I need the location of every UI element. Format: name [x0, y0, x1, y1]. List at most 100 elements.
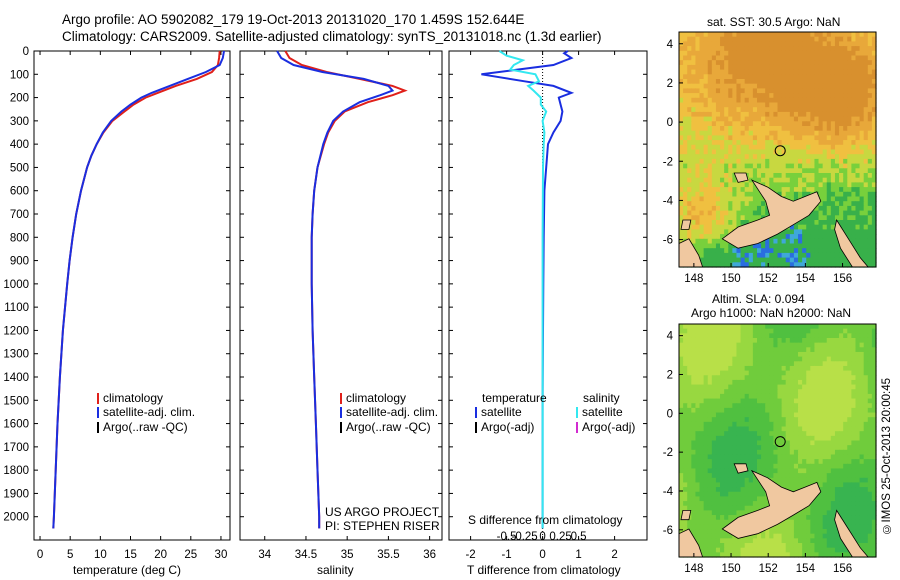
sla-map-cell — [691, 459, 697, 465]
sla-map-cell — [810, 393, 816, 400]
sla-map-cell — [691, 384, 697, 390]
sst-map-cell — [814, 229, 820, 235]
sla-map-cell — [769, 407, 774, 414]
sst-map-cell — [851, 187, 857, 193]
sst-map-cell — [851, 69, 857, 75]
sla-map-cell — [715, 370, 721, 376]
sla-map-cell — [855, 482, 861, 488]
sla-map-cell — [691, 529, 697, 535]
sst-map-cell — [818, 102, 824, 108]
sla-map-cell — [748, 333, 754, 339]
sst-map-cell — [703, 55, 709, 61]
sst-map-cell — [724, 126, 729, 132]
sla-map-cell — [863, 361, 869, 367]
sst-map-cell — [740, 262, 746, 268]
sst-map-cell — [724, 224, 729, 230]
sla-map-cell — [839, 417, 844, 423]
sst-map-cell — [793, 83, 799, 89]
sst-map-cell — [834, 135, 840, 141]
sst-map-cell — [814, 55, 820, 61]
sst-map-cell — [740, 36, 746, 42]
sla-map-cell — [802, 324, 807, 330]
sst-map-cell — [699, 215, 705, 221]
sla-map-cell — [822, 435, 828, 442]
sst-map-cell — [781, 88, 787, 94]
sla-map-cell — [715, 379, 721, 386]
sla-map-cell — [752, 426, 758, 432]
sst-map-cell — [715, 252, 721, 259]
difference-profile-line-salinity-satellite — [498, 50, 548, 529]
sst-map-cell — [756, 74, 762, 80]
sla-map-cell — [715, 468, 721, 474]
sla-map-cell — [863, 324, 869, 330]
sst-map-cell — [736, 116, 742, 122]
sst-map-cell — [695, 126, 701, 132]
sst-map-cell — [826, 64, 832, 71]
sla-map-cell — [715, 496, 721, 502]
sst-map-cell — [777, 187, 783, 193]
sla-map-cell — [728, 356, 733, 362]
sst-map-cell — [740, 126, 746, 132]
sla-map-cell — [683, 403, 688, 409]
sst-map-cell — [744, 64, 750, 71]
sla-map-cell — [707, 524, 713, 530]
sla-map-cell — [847, 328, 852, 334]
sst-map-cell — [814, 97, 820, 104]
sla-map-cell — [855, 454, 861, 460]
sst-map-cell — [806, 135, 811, 141]
sst-map-cell — [773, 79, 779, 85]
sst-map-cell — [781, 187, 787, 193]
sla-map-cell — [695, 515, 701, 521]
sla-map-cell — [699, 519, 705, 525]
sla-map-cell — [802, 389, 807, 395]
sst-map-cell — [847, 64, 852, 71]
sla-map-cell — [818, 389, 824, 395]
sla-map-cell — [715, 473, 721, 479]
sst-map-cell — [679, 116, 684, 122]
sst-map-cell — [695, 55, 701, 61]
sst-map-cell — [728, 248, 733, 254]
sst-map-cell — [810, 69, 816, 75]
sla-map-cell — [720, 547, 725, 553]
sla-map-cell — [724, 440, 729, 446]
sst-map-cell — [859, 252, 865, 259]
sla-map-cell — [752, 403, 758, 409]
sla-map-cell — [691, 487, 697, 493]
sla-map-cell — [834, 496, 840, 502]
sst-map-cell — [679, 83, 684, 89]
sst-map-cell — [863, 55, 869, 61]
sla-map-cell — [810, 347, 816, 353]
sst-map-cell — [769, 50, 774, 57]
sst-map-cell — [728, 135, 733, 141]
sla-map-cell — [839, 407, 844, 414]
sst-map-cell — [818, 187, 824, 193]
sla-map-cell — [707, 473, 713, 479]
sst-map-cell — [728, 215, 733, 221]
sst-map-cell — [785, 238, 791, 245]
sst-map-cell — [847, 79, 852, 85]
sla-map-cell — [773, 398, 779, 404]
sla-map-cell — [720, 421, 725, 428]
sla-map-cell — [744, 398, 750, 404]
sst-map-cell — [839, 111, 844, 118]
sla-map-cell — [826, 431, 832, 437]
sla-map-cell — [814, 337, 820, 344]
sla-map-cell — [830, 347, 836, 353]
sla-map-cell — [798, 351, 803, 358]
sla-map-cell — [826, 459, 832, 465]
y-tick-label: 300 — [10, 116, 29, 128]
sla-map-cell — [715, 505, 721, 511]
sst-map-cell — [834, 182, 840, 188]
sst-map-cell — [871, 32, 877, 38]
sst-map-cell — [679, 32, 684, 38]
sla-map-cell — [715, 333, 721, 339]
sst-map-cell — [691, 238, 697, 245]
sla-map-cell — [773, 459, 779, 465]
sst-map-cell — [810, 215, 816, 221]
sla-map-cell — [777, 543, 783, 549]
sst-map-cell — [699, 64, 705, 71]
sla-map-cell — [736, 379, 742, 386]
sst-map-cell — [756, 69, 762, 75]
sst-map-cell — [699, 88, 705, 94]
sla-map-cell — [806, 538, 811, 544]
